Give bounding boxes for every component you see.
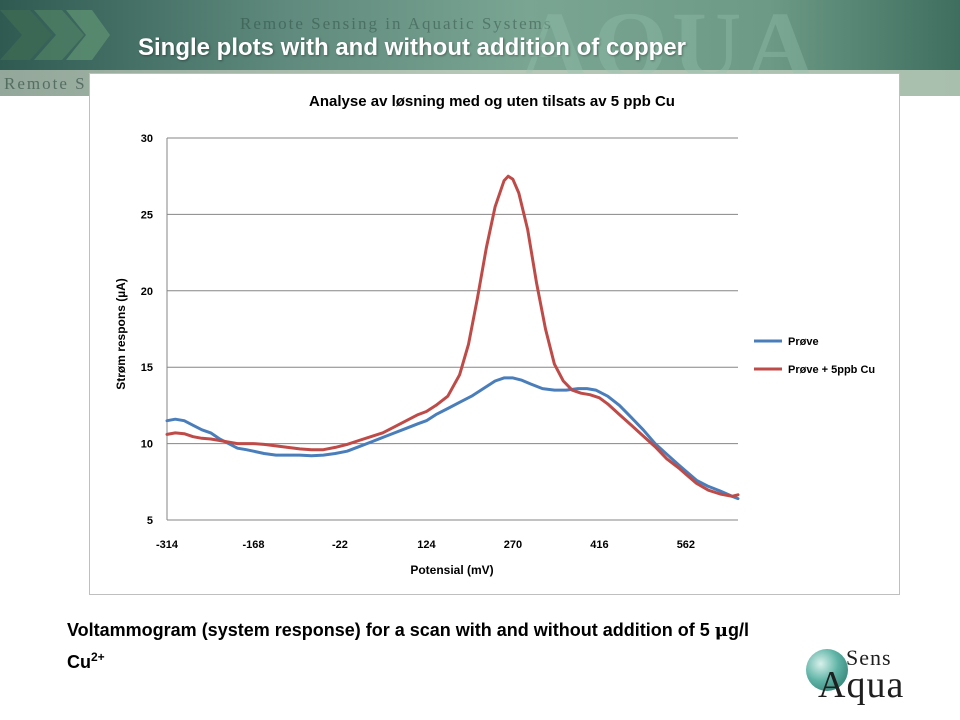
y-tick-label: 15 (141, 362, 153, 374)
banner-header-text: Remote Sensing in Aquatic Systems (240, 14, 553, 33)
caption-unit-text: g/l Cu (67, 620, 749, 672)
y-tick-label: 25 (141, 209, 153, 221)
slide-title: Single plots with and without addition o… (138, 34, 686, 61)
legend-label-prove: Prøve (788, 336, 819, 348)
y-tick-label: 30 (141, 133, 153, 145)
x-tick-label: 270 (504, 539, 522, 551)
x-axis-ticks: -314 -168 -22 124 270 416 562 (156, 539, 695, 551)
y-tick-label: 10 (141, 439, 153, 451)
figure-caption: Voltammogram (system response) for a sca… (67, 617, 787, 675)
x-tick-label: -314 (156, 539, 179, 551)
x-tick-label: 562 (677, 539, 695, 551)
y-axis-ticks: 5 10 15 20 25 30 (141, 133, 153, 527)
caption-mu-symbol: μ (714, 620, 728, 641)
banner-left-text: Remote S (4, 74, 87, 93)
chart-legend: Prøve Prøve + 5ppb Cu (754, 336, 875, 376)
logo-globe-icon (806, 649, 848, 691)
chart-title: Analyse av løsning med og uten tilsats a… (309, 93, 675, 110)
chart-frame: Analyse av løsning med og uten tilsats a… (89, 73, 900, 595)
x-axis-label: Potensial (mV) (410, 563, 493, 577)
caption-superscript: 2+ (91, 650, 105, 664)
y-tick-label: 20 (141, 286, 153, 298)
series-line-1 (165, 174, 740, 498)
grid-lines (166, 137, 738, 521)
series-line-0 (165, 376, 740, 501)
logo-bottom-word: Aqua (818, 664, 905, 706)
x-tick-label: 416 (590, 539, 608, 551)
sensaqua-logo: Sens Aqua (802, 645, 942, 706)
x-tick-label: 124 (417, 539, 436, 551)
x-tick-label: -22 (332, 539, 348, 551)
y-tick-label: 5 (147, 515, 153, 527)
logo-top-word: Sens (846, 645, 892, 670)
chevron-logo-icon (0, 10, 110, 60)
voltammogram-chart: Analyse av løsning med og uten tilsats a… (114, 93, 875, 577)
legend-label-cu: Prøve + 5ppb Cu (788, 364, 875, 376)
caption-main-text: Voltammogram (system response) for a sca… (67, 620, 715, 640)
y-axis-label: Strøm respons (µA) (114, 278, 128, 390)
series-lines (165, 174, 740, 501)
x-tick-label: -168 (242, 539, 264, 551)
